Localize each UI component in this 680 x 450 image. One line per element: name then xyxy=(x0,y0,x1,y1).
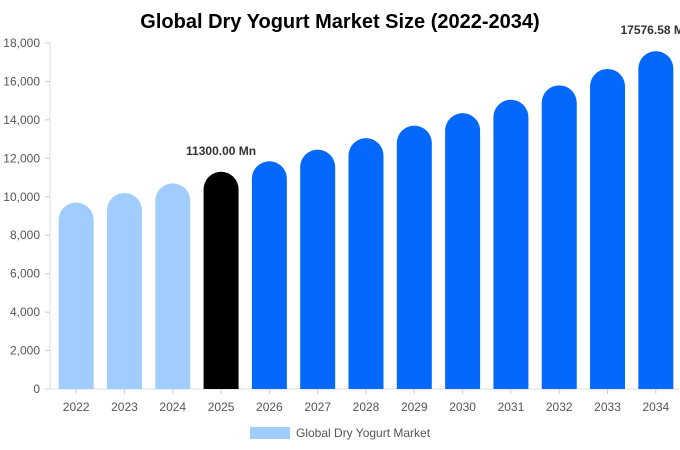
y-tick-label: 6,000 xyxy=(10,267,40,281)
bars xyxy=(58,51,674,390)
bar-2032[interactable] xyxy=(541,85,577,389)
y-tick-label: 14,000 xyxy=(3,113,40,127)
x-tick-label: 2028 xyxy=(353,400,380,414)
bar-2024[interactable] xyxy=(155,183,191,389)
x-axis: 2022 2023 2024 2025 2026 2027 2028 2029 2030 2031… xyxy=(50,388,680,414)
x-tick-label: 2031 xyxy=(498,400,525,414)
x-tick-label: 2023 xyxy=(111,400,138,414)
x-tick-label: 2026 xyxy=(256,400,283,414)
bar-2029[interactable] xyxy=(396,125,432,389)
x-tick-label: 2024 xyxy=(159,400,186,414)
x-tick-label: 2033 xyxy=(594,400,621,414)
y-tick-label: 10,000 xyxy=(3,190,40,204)
legend-swatch xyxy=(250,427,290,439)
x-tick-label: 2022 xyxy=(63,400,90,414)
bar-2025[interactable] xyxy=(203,171,239,389)
bar-2033[interactable] xyxy=(590,68,626,389)
bar-2027[interactable] xyxy=(300,149,336,389)
y-tick-label: 12,000 xyxy=(3,151,40,165)
bar-2026[interactable] xyxy=(251,161,287,389)
data-label-2025: 11300.00 Mn xyxy=(186,144,256,158)
x-tick-label: 2029 xyxy=(401,400,428,414)
y-tick-label: 18,000 xyxy=(3,36,40,50)
chart-title: Global Dry Yogurt Market Size (2022-2034… xyxy=(140,11,539,33)
legend[interactable]: Global Dry Yogurt Market xyxy=(250,426,431,440)
legend-label: Global Dry Yogurt Market xyxy=(296,426,431,440)
data-label-2034: 17576.58 Mn xyxy=(620,23,680,37)
bar-2034[interactable] xyxy=(638,51,674,390)
y-tick-label: 16,000 xyxy=(3,74,40,88)
y-axis: 0 2,000 4,000 6,000 8,000 10,000 12,000 14,000 1… xyxy=(3,36,51,396)
x-tick-label: 2030 xyxy=(449,400,476,414)
bar-2022[interactable] xyxy=(58,202,94,389)
bar-2023[interactable] xyxy=(106,192,142,389)
x-tick-label: 2034 xyxy=(642,400,669,414)
x-tick-label: 2027 xyxy=(304,400,331,414)
x-tick-label: 2032 xyxy=(546,400,573,414)
y-tick-label: 0 xyxy=(33,382,40,396)
y-tick-label: 8,000 xyxy=(10,228,40,242)
data-labels: 11300.00 Mn 17576.58 Mn xyxy=(186,23,680,158)
x-tick-label: 2025 xyxy=(208,400,235,414)
y-tick-label: 2,000 xyxy=(10,344,40,358)
bar-2030[interactable] xyxy=(445,113,481,389)
bar-2031[interactable] xyxy=(493,99,529,389)
y-tick-label: 4,000 xyxy=(10,305,40,319)
bar-2028[interactable] xyxy=(348,138,384,389)
